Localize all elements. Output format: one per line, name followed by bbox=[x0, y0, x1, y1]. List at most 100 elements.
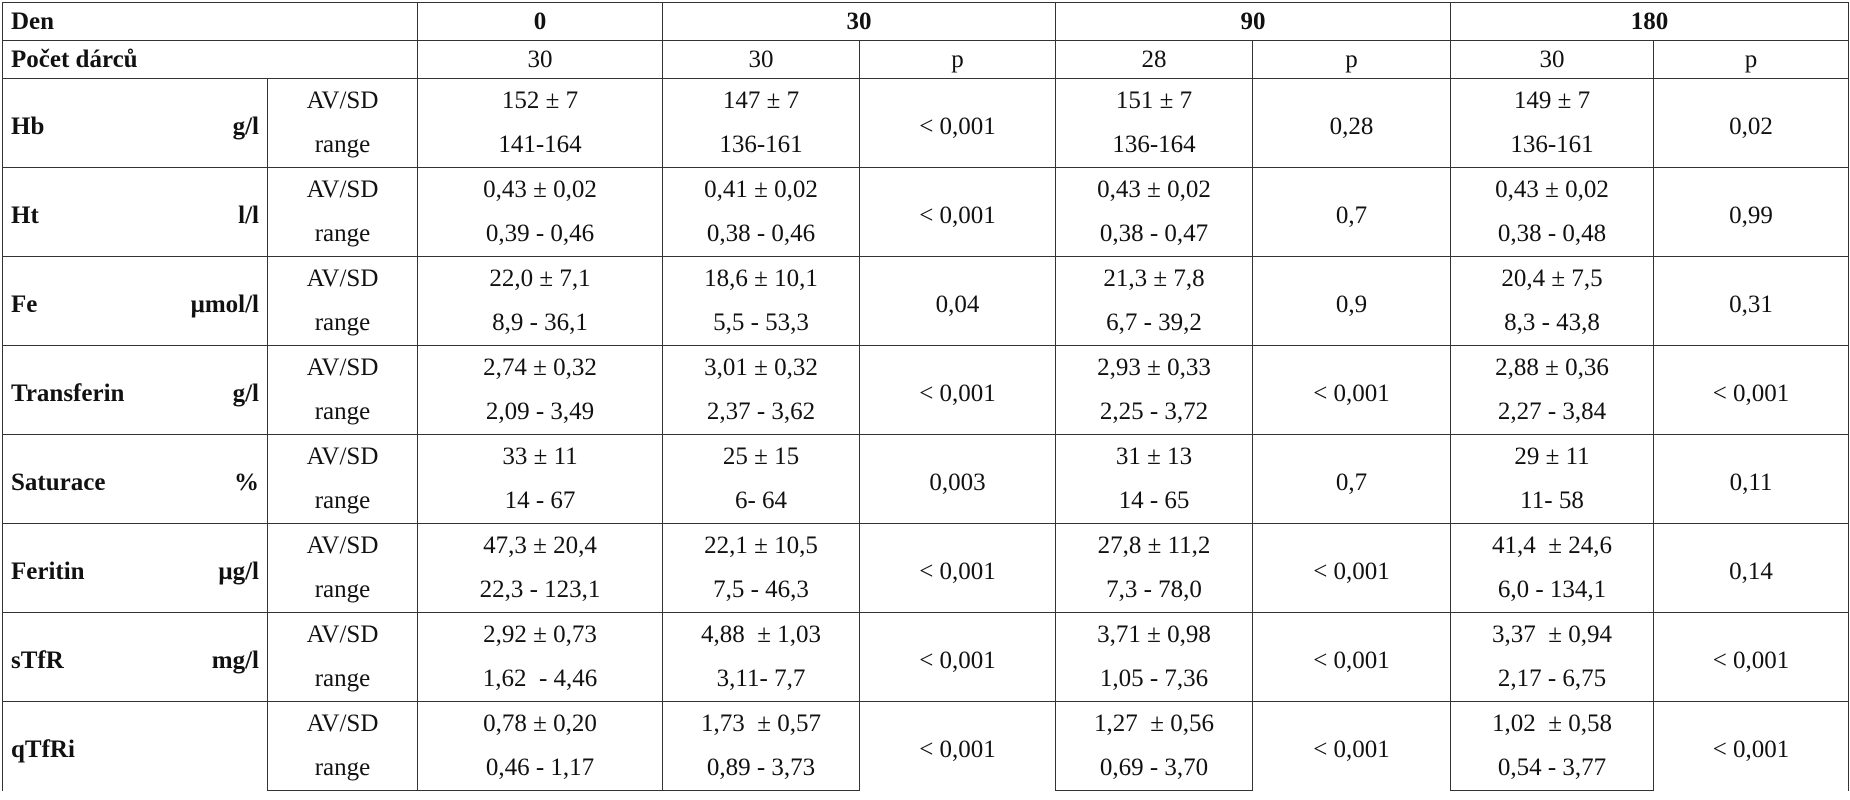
p-value: 0,9 bbox=[1252, 256, 1451, 346]
param-unit: mg/l bbox=[211, 647, 259, 674]
mean-sd: 2,92 ± 0,73 bbox=[417, 612, 663, 657]
mean-sd: 151 ± 7 bbox=[1055, 78, 1253, 123]
row-label: range bbox=[267, 390, 418, 435]
range: 141-164 bbox=[417, 123, 663, 168]
day-header: 30 bbox=[662, 2, 1056, 41]
mean-sd: 29 ± 11 bbox=[1450, 434, 1654, 479]
param-label: Transferin g/l bbox=[11, 380, 259, 408]
table-row: qTfRi AV/SD 0,78 ± 0,20 1,73 ± 0,57 < 0,001 1… bbox=[2, 701, 1849, 791]
count-cell: p bbox=[1252, 40, 1451, 79]
p-value: < 0,001 bbox=[859, 701, 1056, 791]
mean-sd: 1,73 ± 0,57 bbox=[662, 701, 860, 746]
row-label: AV/SD bbox=[267, 78, 418, 123]
p-value: < 0,001 bbox=[859, 78, 1056, 168]
table-row: range 1,62 - 4,46 3,11- 7,7 1,05 - 7,36 2,17… bbox=[3, 657, 1849, 702]
param-label: Hb g/l bbox=[11, 113, 259, 141]
range: 2,37 - 3,62 bbox=[662, 390, 860, 435]
range: 136-161 bbox=[1450, 123, 1654, 168]
param-unit: g/l bbox=[232, 113, 259, 140]
p-value: < 0,001 bbox=[1252, 345, 1451, 435]
row-label: AV/SD bbox=[267, 612, 418, 657]
p-value: < 0,001 bbox=[1252, 523, 1451, 613]
row-label: AV/SD bbox=[267, 523, 418, 568]
param-name: Feritin μg/l bbox=[2, 523, 268, 613]
table-row: Feritin μg/l AV/SD 47,3 ± 20,4 22,1 ± 10,5 < … bbox=[2, 523, 1849, 613]
count-cell: p bbox=[1653, 40, 1849, 79]
mean-sd: 1,02 ± 0,58 bbox=[1450, 701, 1654, 746]
mean-sd: 33 ± 11 bbox=[417, 434, 663, 479]
table-row: range 22,3 - 123,1 7,5 - 46,3 7,3 - 78,0 6,0… bbox=[3, 568, 1849, 613]
mean-sd: 1,27 ± 0,56 bbox=[1055, 701, 1253, 746]
table-row: Fe μmol/l AV/SD 22,0 ± 7,1 18,6 ± 10,1 0,04 21… bbox=[2, 256, 1849, 346]
param-label: sTfR mg/l bbox=[11, 647, 259, 675]
param-unit: l/l bbox=[238, 202, 259, 229]
table-row: range 8,9 - 36,1 5,5 - 53,3 6,7 - 39,2 8,3 -… bbox=[3, 301, 1849, 346]
row-label: range bbox=[267, 123, 418, 168]
range: 3,11- 7,7 bbox=[662, 657, 860, 702]
row-label: AV/SD bbox=[267, 345, 418, 390]
range: 0,39 - 0,46 bbox=[417, 212, 663, 257]
p-value: < 0,001 bbox=[1252, 701, 1451, 791]
mean-sd: 149 ± 7 bbox=[1450, 78, 1654, 123]
row-label: range bbox=[267, 212, 418, 257]
mean-sd: 152 ± 7 bbox=[417, 78, 663, 123]
p-value: 0,31 bbox=[1653, 256, 1849, 346]
param-label: Saturace% bbox=[11, 469, 259, 497]
mean-sd: 3,01 ± 0,32 bbox=[662, 345, 860, 390]
count-cell: 30 bbox=[417, 40, 663, 79]
p-value: 0,02 bbox=[1653, 78, 1849, 168]
mean-sd: 31 ± 13 bbox=[1055, 434, 1253, 479]
range: 7,3 - 78,0 bbox=[1055, 568, 1253, 613]
p-value: 0,99 bbox=[1653, 167, 1849, 257]
mean-sd: 0,43 ± 0,02 bbox=[1450, 167, 1654, 212]
p-value: 0,28 bbox=[1252, 78, 1451, 168]
mean-sd: 147 ± 7 bbox=[662, 78, 860, 123]
table-row: Hb g/l AV/SD 152 ± 7 147 ± 7 < 0,001 151 ± 7 0,… bbox=[2, 78, 1849, 168]
table-row: Den 0 30 90 180 bbox=[2, 2, 1849, 41]
table-row: Počet dárců 30 30 p 28 p 30 p bbox=[2, 40, 1849, 79]
mean-sd: 21,3 ± 7,8 bbox=[1055, 256, 1253, 301]
mean-sd: 4,88 ± 1,03 bbox=[662, 612, 860, 657]
range: 6,0 - 134,1 bbox=[1450, 568, 1654, 613]
range: 2,25 - 3,72 bbox=[1055, 390, 1253, 435]
p-value: 0,11 bbox=[1653, 434, 1849, 524]
row-label: AV/SD bbox=[267, 256, 418, 301]
range: 0,38 - 0,46 bbox=[662, 212, 860, 257]
range: 5,5 - 53,3 bbox=[662, 301, 860, 346]
count-cell: 28 bbox=[1055, 40, 1253, 79]
range: 1,62 - 4,46 bbox=[417, 657, 663, 702]
range: 0,89 - 3,73 bbox=[662, 746, 860, 791]
range: 2,27 - 3,84 bbox=[1450, 390, 1654, 435]
mean-sd: 27,8 ± 11,2 bbox=[1055, 523, 1253, 568]
range: 8,9 - 36,1 bbox=[417, 301, 663, 346]
range: 14 - 67 bbox=[417, 479, 663, 524]
param-label: Fe μmol/l bbox=[11, 291, 259, 319]
p-value: < 0,001 bbox=[1252, 612, 1451, 702]
range: 7,5 - 46,3 bbox=[662, 568, 860, 613]
param-title: Transferin bbox=[11, 380, 125, 407]
mean-sd: 0,41 ± 0,02 bbox=[662, 167, 860, 212]
mean-sd: 2,88 ± 0,36 bbox=[1450, 345, 1654, 390]
mean-sd: 47,3 ± 20,4 bbox=[417, 523, 663, 568]
day-header: 90 bbox=[1055, 2, 1451, 41]
mean-sd: 20,4 ± 7,5 bbox=[1450, 256, 1654, 301]
range: 136-164 bbox=[1055, 123, 1253, 168]
row-label: range bbox=[267, 301, 418, 346]
row-label: AV/SD bbox=[267, 434, 418, 479]
p-value: < 0,001 bbox=[1653, 612, 1849, 702]
mean-sd: 18,6 ± 10,1 bbox=[662, 256, 860, 301]
table-row: Saturace% AV/SD 33 ± 11 25 ± 15 0,003 31 ± 13… bbox=[2, 434, 1849, 524]
count-label: Počet dárců bbox=[2, 40, 418, 79]
param-name: Hb g/l bbox=[2, 78, 268, 168]
range: 0,38 - 0,47 bbox=[1055, 212, 1253, 257]
param-unit: μg/l bbox=[218, 558, 259, 585]
param-unit: g/l bbox=[232, 380, 259, 407]
param-title: Fe bbox=[11, 291, 38, 318]
param-name: Fe μmol/l bbox=[2, 256, 268, 346]
p-value: 0,7 bbox=[1252, 434, 1451, 524]
table-row: Transferin g/l AV/SD 2,74 ± 0,32 3,01 ± 0,32… bbox=[2, 345, 1849, 435]
param-title: qTfRi bbox=[11, 736, 75, 764]
param-label: Ht l/l bbox=[11, 202, 259, 230]
